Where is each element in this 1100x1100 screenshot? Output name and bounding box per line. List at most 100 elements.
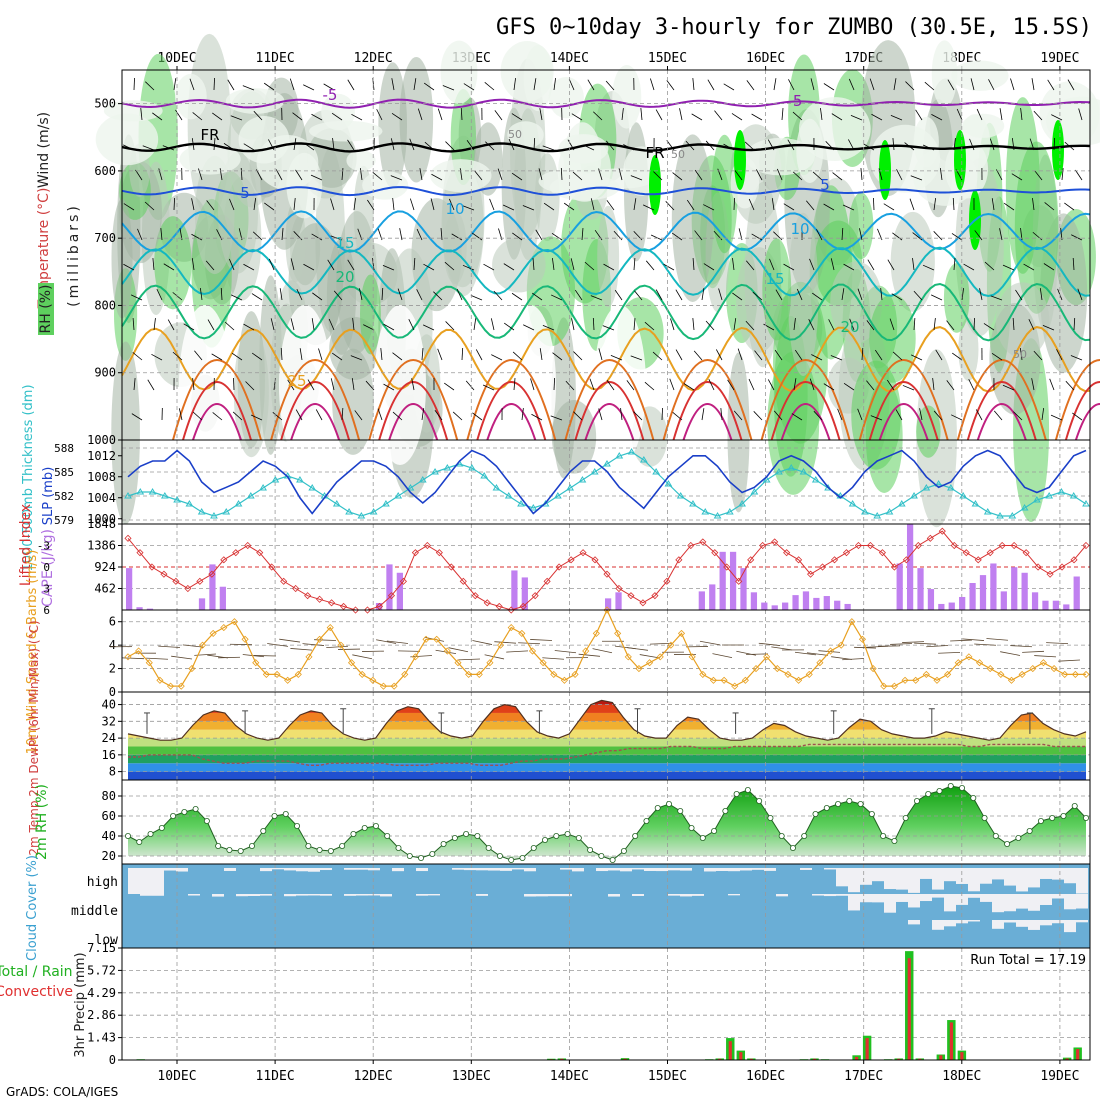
lifted-index-point [483,599,491,607]
wind-barb [307,379,315,391]
thickness-point [136,488,145,495]
lifted-index-point [256,549,264,557]
wind-barb [598,168,603,181]
wind-barb [883,203,895,211]
wind-barb [140,108,143,121]
wind-barb [793,318,796,331]
wind-barb [723,83,735,91]
warm-contour [172,359,262,441]
wind-barb [191,258,195,271]
cape-bar [719,551,726,610]
wind-barb [347,259,355,271]
lifted-index-point [148,563,156,571]
lifted-index-point [172,577,180,585]
wind-barb [848,139,855,151]
rh-point [733,791,740,798]
lifted-index-point [747,556,755,564]
rh-saturated-shading [1052,120,1064,180]
wind-barb [408,319,415,331]
cloud-fraction-block [1040,894,1052,905]
wind-barb [470,294,483,301]
rh-point [936,788,943,795]
wind-barb [318,348,323,361]
wind-barb [243,323,255,331]
wind-barb [303,84,315,91]
wind-barb [661,407,663,421]
wind-barb [167,319,175,331]
wind-barb [1031,378,1035,391]
wind-speed-point [411,653,419,661]
wind-barb [263,82,275,91]
wind-barb [783,203,795,211]
wind-barb [372,172,383,181]
wind-barb [947,79,955,91]
isotherm-value-label: 15 [335,234,354,252]
rh-shading [225,88,285,114]
warm-contour [584,403,635,441]
wind-barb [311,318,315,331]
wind-barb [463,83,475,91]
wind-barb [135,169,143,181]
rh-shading [762,238,792,341]
wind-barb [675,289,683,301]
rh-point [846,798,853,805]
wind-barb [570,258,575,271]
precip-conv-bar [560,1058,564,1060]
lifted-tick-label: 3 [43,583,50,596]
wind-barb [693,350,703,361]
wind-barb [163,263,175,271]
cape-bar [990,563,997,610]
wind-speed-point [241,635,249,643]
wind-barb [831,113,843,121]
chart-title: GFS 0~10day 3-hourly for ZUMBO (30.5E, 1… [496,15,1092,40]
wind-barb [437,108,443,121]
wind-barb [776,168,783,181]
wind-speed-point [837,641,845,649]
wind-tick-label: 6 [109,615,116,629]
wind-barb [1041,408,1045,421]
wind-barb [424,141,435,151]
wind-barb [1077,288,1083,301]
upper-air-panel: Wind (m/s) Temperature (°C) RH (%) (mill… [36,33,1100,528]
wind-barb [679,108,683,121]
wind-barb [1042,324,1055,331]
lifted-index-point [531,592,539,600]
wind-barb [351,113,363,121]
wind-barb [753,411,763,421]
cloud-fraction-block [752,868,764,870]
wind-barb [861,348,864,361]
wind-barb [932,378,935,391]
wind-barb [969,138,975,151]
cloud-level-label: low [95,933,119,948]
wind-barb [264,202,275,211]
wind-barb [243,143,255,151]
wind-barb [1064,141,1075,151]
wind-barb [332,138,335,151]
isotherm-line [121,98,1091,109]
thickness-point [615,452,624,459]
lifted-index-point [950,541,958,550]
wind-barb [451,233,463,241]
rh-point [282,811,289,818]
thickness-point [811,476,820,483]
wind-barb [145,81,155,91]
wind-barb [522,205,535,211]
warm-contour [466,359,557,441]
rh-shading [848,192,874,260]
wind-speed-point [145,659,153,667]
wind-barb [377,408,383,421]
wind-barb [550,415,563,421]
wind-speed-point [252,659,260,667]
wind-barb [511,113,523,121]
wind-barb [243,263,255,271]
wind-barb [553,78,556,91]
wind-barb [938,652,961,654]
wind-speed-point [284,676,292,684]
top-date-label: 15DEC [648,51,687,66]
thickness-point [971,500,980,507]
cape-bar [1063,604,1070,610]
pressure-tick-label: 600 [94,164,116,178]
cloud-fraction-block [992,894,1004,913]
lifted-index-point [220,556,228,564]
wind-speed-point [656,653,664,661]
